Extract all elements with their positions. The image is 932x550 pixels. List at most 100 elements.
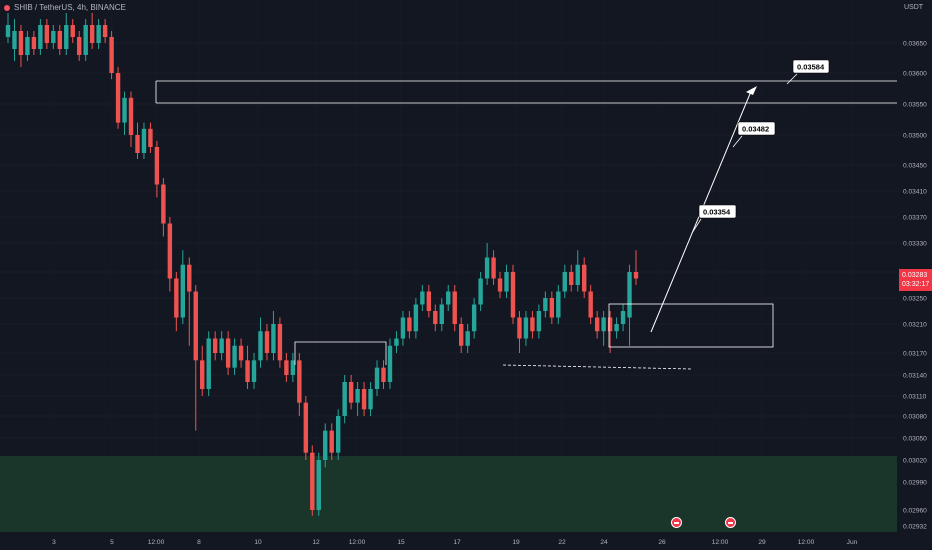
price-tick-label: 0.03170 — [903, 351, 927, 358]
candle-body — [206, 338, 211, 389]
candle-body — [400, 317, 406, 339]
candle-body — [290, 360, 296, 375]
current-price-tag: 0.03283 03:32:17 — [899, 269, 932, 291]
candle-body — [439, 304, 444, 324]
candle-body — [180, 264, 186, 318]
candle-body — [70, 25, 75, 37]
demand-zone — [0, 456, 897, 532]
candle-body — [510, 272, 516, 318]
label-text-low: 0.03354 — [703, 208, 731, 217]
status-dot-icon — [4, 4, 10, 11]
candle-body — [44, 25, 50, 43]
time-tick-label: 19 — [512, 539, 520, 546]
time-tick-label: 26 — [658, 539, 666, 546]
candle-body — [303, 402, 309, 453]
candle-body — [420, 291, 425, 305]
candle-body — [478, 278, 483, 305]
candle-body — [57, 31, 62, 49]
candle-body — [310, 452, 315, 510]
candle-body — [64, 25, 69, 49]
candle-body — [148, 128, 153, 147]
label-0-03354: 0.03354 — [691, 204, 737, 234]
candle-body — [38, 25, 43, 49]
candle-body — [536, 311, 542, 332]
time-tick-label: 3 — [52, 539, 56, 546]
candle-body — [89, 25, 95, 43]
price-tick-label: 0.03550 — [903, 102, 927, 109]
label-0-03584: 0.03584 — [786, 59, 830, 85]
time-axis: 3 5 12:00 8 10 12 12:00 15 17 19 22 24 26 12:00 29 12:0… — [52, 539, 857, 546]
candle-body — [374, 367, 380, 389]
candle-body — [232, 345, 237, 368]
time-tick-label: 12:00 — [798, 539, 815, 546]
price-tick-label: 0.03050 — [903, 436, 927, 443]
event-flag-icon[interactable] — [671, 517, 682, 528]
candle-body — [83, 25, 88, 55]
candle-body — [452, 291, 457, 324]
candle-body — [569, 272, 574, 285]
time-tick-label: 5 — [110, 539, 114, 546]
candle-body — [394, 338, 399, 346]
price-tick-label: 0.03370 — [903, 215, 927, 222]
time-tick-label: 24 — [600, 539, 608, 546]
price-tick-label: 0.03140 — [903, 373, 927, 380]
price-tick-label: 0.03500 — [903, 133, 927, 140]
candle-body — [238, 345, 244, 361]
candle-body — [51, 31, 56, 43]
target-box — [608, 303, 774, 348]
candle-body — [426, 291, 432, 311]
candle-body — [122, 97, 127, 123]
time-tick-label: 8 — [197, 539, 201, 546]
candle-body — [549, 298, 555, 318]
candle-body — [219, 338, 224, 353]
candle-body — [323, 430, 328, 460]
support-dashed-line — [502, 364, 693, 370]
price-tick-label: 0.03110 — [903, 394, 927, 401]
candle-body — [575, 264, 580, 285]
candle-body — [141, 128, 147, 153]
symbol-header[interactable]: SHIB / TetherUS, 4h, BINANCE — [4, 3, 126, 12]
price-tick-label: 0.03020 — [903, 458, 927, 465]
price-tick-label: 0.03410 — [903, 189, 927, 196]
candle-body — [517, 317, 522, 339]
candle-body — [491, 257, 496, 279]
candle-body — [109, 37, 114, 73]
price-tick-label: 0.03450 — [903, 163, 927, 170]
candle-body — [582, 264, 587, 292]
candle-body — [174, 278, 179, 318]
price-tick-label: 0.03210 — [903, 322, 927, 329]
candle-body — [342, 382, 347, 416]
unit-label: USDT — [904, 4, 924, 11]
candle-body — [200, 360, 205, 389]
time-tick-label: 10 — [254, 539, 262, 546]
price-tick-label: 0.03650 — [903, 41, 927, 48]
candle-body — [407, 317, 412, 332]
price-tick-label: 0.02960 — [903, 508, 927, 515]
time-tick-label: 15 — [397, 539, 405, 546]
candle-body — [5, 25, 11, 37]
candle-body — [471, 304, 477, 332]
candle-body — [355, 389, 360, 403]
candle-body — [530, 317, 535, 332]
candle-body — [135, 135, 140, 153]
candle-body — [368, 389, 373, 410]
candle-body — [128, 97, 134, 135]
event-flag-icon[interactable] — [725, 517, 736, 528]
candle-body — [458, 324, 464, 346]
time-tick-label: 12:00 — [349, 539, 366, 546]
candle-body — [497, 278, 503, 292]
candle-body — [77, 37, 82, 55]
candle-body — [562, 272, 567, 292]
candle-body — [297, 360, 302, 403]
price-tick-label: 0.03250 — [903, 296, 927, 303]
time-tick-label: 22 — [558, 539, 566, 546]
candle-body — [31, 37, 37, 49]
countdown: 03:32:17 — [902, 281, 930, 288]
time-tick-label: Jun — [847, 539, 858, 546]
candle-body — [381, 367, 386, 382]
candle-body — [588, 291, 593, 318]
candle-body — [212, 338, 218, 353]
candle-body — [245, 360, 250, 382]
time-tick-label: 29 — [758, 539, 766, 546]
